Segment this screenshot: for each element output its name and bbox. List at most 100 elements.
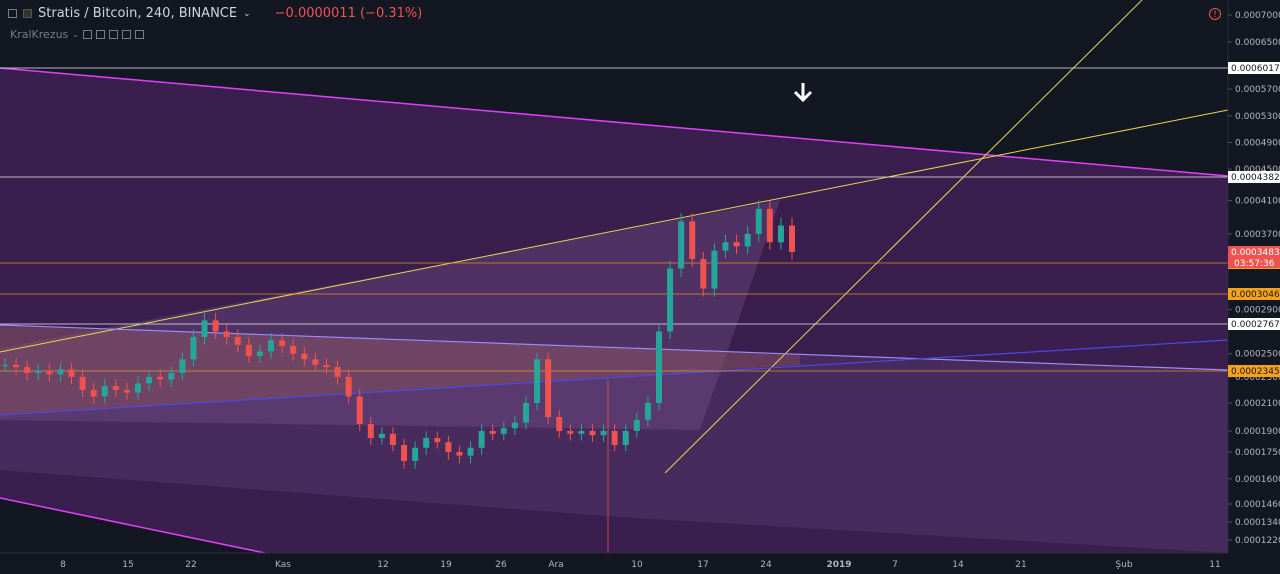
price-tick-label: 0.0002900 <box>1235 306 1280 316</box>
time-tick-label: 8 <box>60 560 66 570</box>
candle-body <box>445 442 452 452</box>
magenta-channel-fill <box>0 68 1228 553</box>
candle-body <box>57 369 64 375</box>
settings-icon[interactable] <box>95 30 105 39</box>
candle-body <box>755 208 762 234</box>
add-icon[interactable] <box>121 30 131 39</box>
time-tick-label: 15 <box>122 560 133 570</box>
bar-icon <box>23 9 32 18</box>
price-tick-label: 0.0007000 <box>1235 11 1280 21</box>
symbol-title[interactable]: Stratis / Bitcoin, 240, BINANCE <box>38 6 238 21</box>
time-tick-label: 24 <box>760 560 772 570</box>
chevron-down-icon[interactable]: ⌄ <box>243 8 251 19</box>
magenta-lower-line[interactable] <box>0 497 266 554</box>
price-tick-label: 0.0001750 <box>1235 448 1280 458</box>
time-tick-label: 14 <box>952 560 964 570</box>
chevron-down-icon[interactable]: ⌄ <box>72 30 79 39</box>
candle-body <box>101 386 108 397</box>
blue-ascending-line[interactable] <box>0 339 1229 416</box>
down-arrow-icon <box>793 83 813 103</box>
candle-body <box>600 431 607 436</box>
price-tick-label: 0.0004900 <box>1235 138 1280 148</box>
candle-body <box>689 221 696 260</box>
orange-channel-fill <box>0 326 800 415</box>
candle-body <box>667 268 674 332</box>
candle-body <box>456 452 463 456</box>
close-icon[interactable] <box>134 30 144 39</box>
exclamation-circle-icon[interactable]: ! <box>1209 8 1221 20</box>
candle-body <box>146 376 153 384</box>
candle-body <box>711 250 718 289</box>
time-tick-label: 11 <box>1209 560 1220 570</box>
price-tick-label: 0.0004100 <box>1235 197 1280 207</box>
candle-body <box>423 438 430 448</box>
horizontal-levels <box>0 67 1228 372</box>
candle-body <box>655 331 662 403</box>
level-label-bg <box>1228 171 1280 183</box>
time-tick-label: 2019 <box>826 560 851 570</box>
last-price-label: 0.0003483 <box>1231 248 1280 258</box>
candle-body <box>123 389 130 393</box>
candle-body <box>744 233 751 247</box>
candle-body <box>201 320 208 338</box>
level-label: 0.0003046 <box>1231 290 1280 300</box>
yellow-upper-line[interactable] <box>0 109 1229 353</box>
candle-body <box>766 208 773 243</box>
level-label-bg <box>1228 318 1280 330</box>
price-tick-label: 0.0004500 <box>1235 165 1280 175</box>
time-tick-label: 10 <box>631 560 643 570</box>
time-tick-label: 7 <box>892 560 898 570</box>
candle-body <box>179 359 186 373</box>
price-tick-label: 0.0002100 <box>1235 399 1280 409</box>
eye-icon[interactable] <box>82 30 92 39</box>
time-axis-labels: 8 15 22 Kas 12 19 26 Ara 10 17 24 2019 7 14 21 Şub 11 <box>60 560 1221 570</box>
candle-body <box>290 345 297 354</box>
level-label: 0.0004382 <box>1231 173 1280 183</box>
candle-body <box>46 370 53 375</box>
candle-body <box>478 431 485 448</box>
price-axis[interactable] <box>1228 0 1280 574</box>
candle-body <box>644 403 651 420</box>
candles <box>2 200 795 469</box>
candle-body <box>700 259 707 289</box>
candle-body <box>190 337 197 360</box>
candle-body <box>633 419 640 431</box>
candle-body <box>168 372 175 380</box>
user-name[interactable]: KralKrezus <box>10 28 69 41</box>
candle-body <box>301 353 308 360</box>
candle-body <box>434 438 441 443</box>
chart-header: Stratis / Bitcoin, 240, BINANCE ⌄ −0.000… <box>8 6 422 21</box>
yellow-rising-line[interactable] <box>664 0 1143 474</box>
magenta-upper-line[interactable] <box>0 67 1229 177</box>
candle-body <box>777 225 784 243</box>
candle-body <box>511 422 518 429</box>
source-icon[interactable] <box>108 30 118 39</box>
time-tick-label: 22 <box>185 560 196 570</box>
level-label-bg <box>1228 288 1280 300</box>
price-tick-label: 0.0001460 <box>1235 500 1280 510</box>
time-tick-label: Kas <box>275 560 291 570</box>
time-tick-label: 12 <box>377 560 388 570</box>
candle-body <box>733 242 740 247</box>
time-axis[interactable] <box>0 553 1228 574</box>
price-tick-label: 0.0001900 <box>1235 427 1280 437</box>
candle-body <box>135 383 142 393</box>
candle-body <box>90 389 97 397</box>
candle-body <box>268 340 275 352</box>
candle-body <box>345 376 352 397</box>
countdown-label: 03:57:36 <box>1234 259 1275 269</box>
wedge-fill <box>0 200 780 430</box>
candle-body <box>256 351 263 356</box>
candle-body <box>24 367 31 373</box>
candle-body <box>323 364 330 368</box>
level-label-bg <box>1228 365 1280 377</box>
candle-body <box>356 396 363 424</box>
candle-body <box>157 376 164 380</box>
candle-body <box>567 431 574 434</box>
last-price-bg <box>1228 246 1280 268</box>
level-label: 0.0002767 <box>1231 320 1280 330</box>
collapse-square-icon[interactable] <box>8 9 17 18</box>
candle-body <box>522 403 529 423</box>
